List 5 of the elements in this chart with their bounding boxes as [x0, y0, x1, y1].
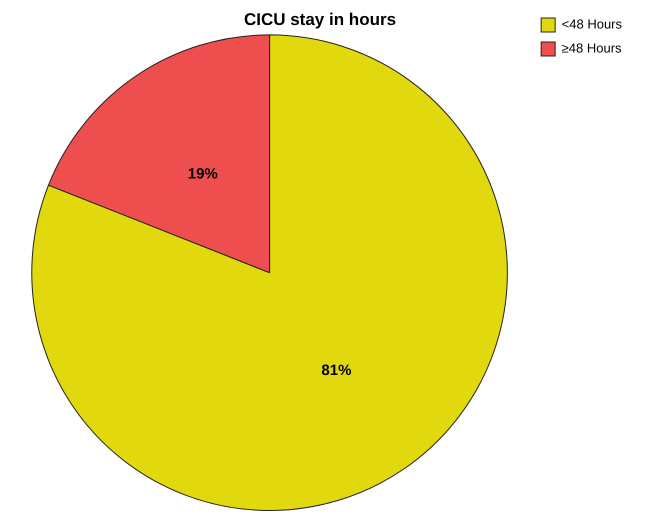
- legend-label: ≥48 Hours: [562, 40, 622, 56]
- chart-title: CICU stay in hours: [244, 10, 396, 29]
- data-label: 81%: [321, 362, 352, 380]
- data-label: 19%: [188, 166, 218, 182]
- legend-label: <48 Hours: [562, 16, 622, 32]
